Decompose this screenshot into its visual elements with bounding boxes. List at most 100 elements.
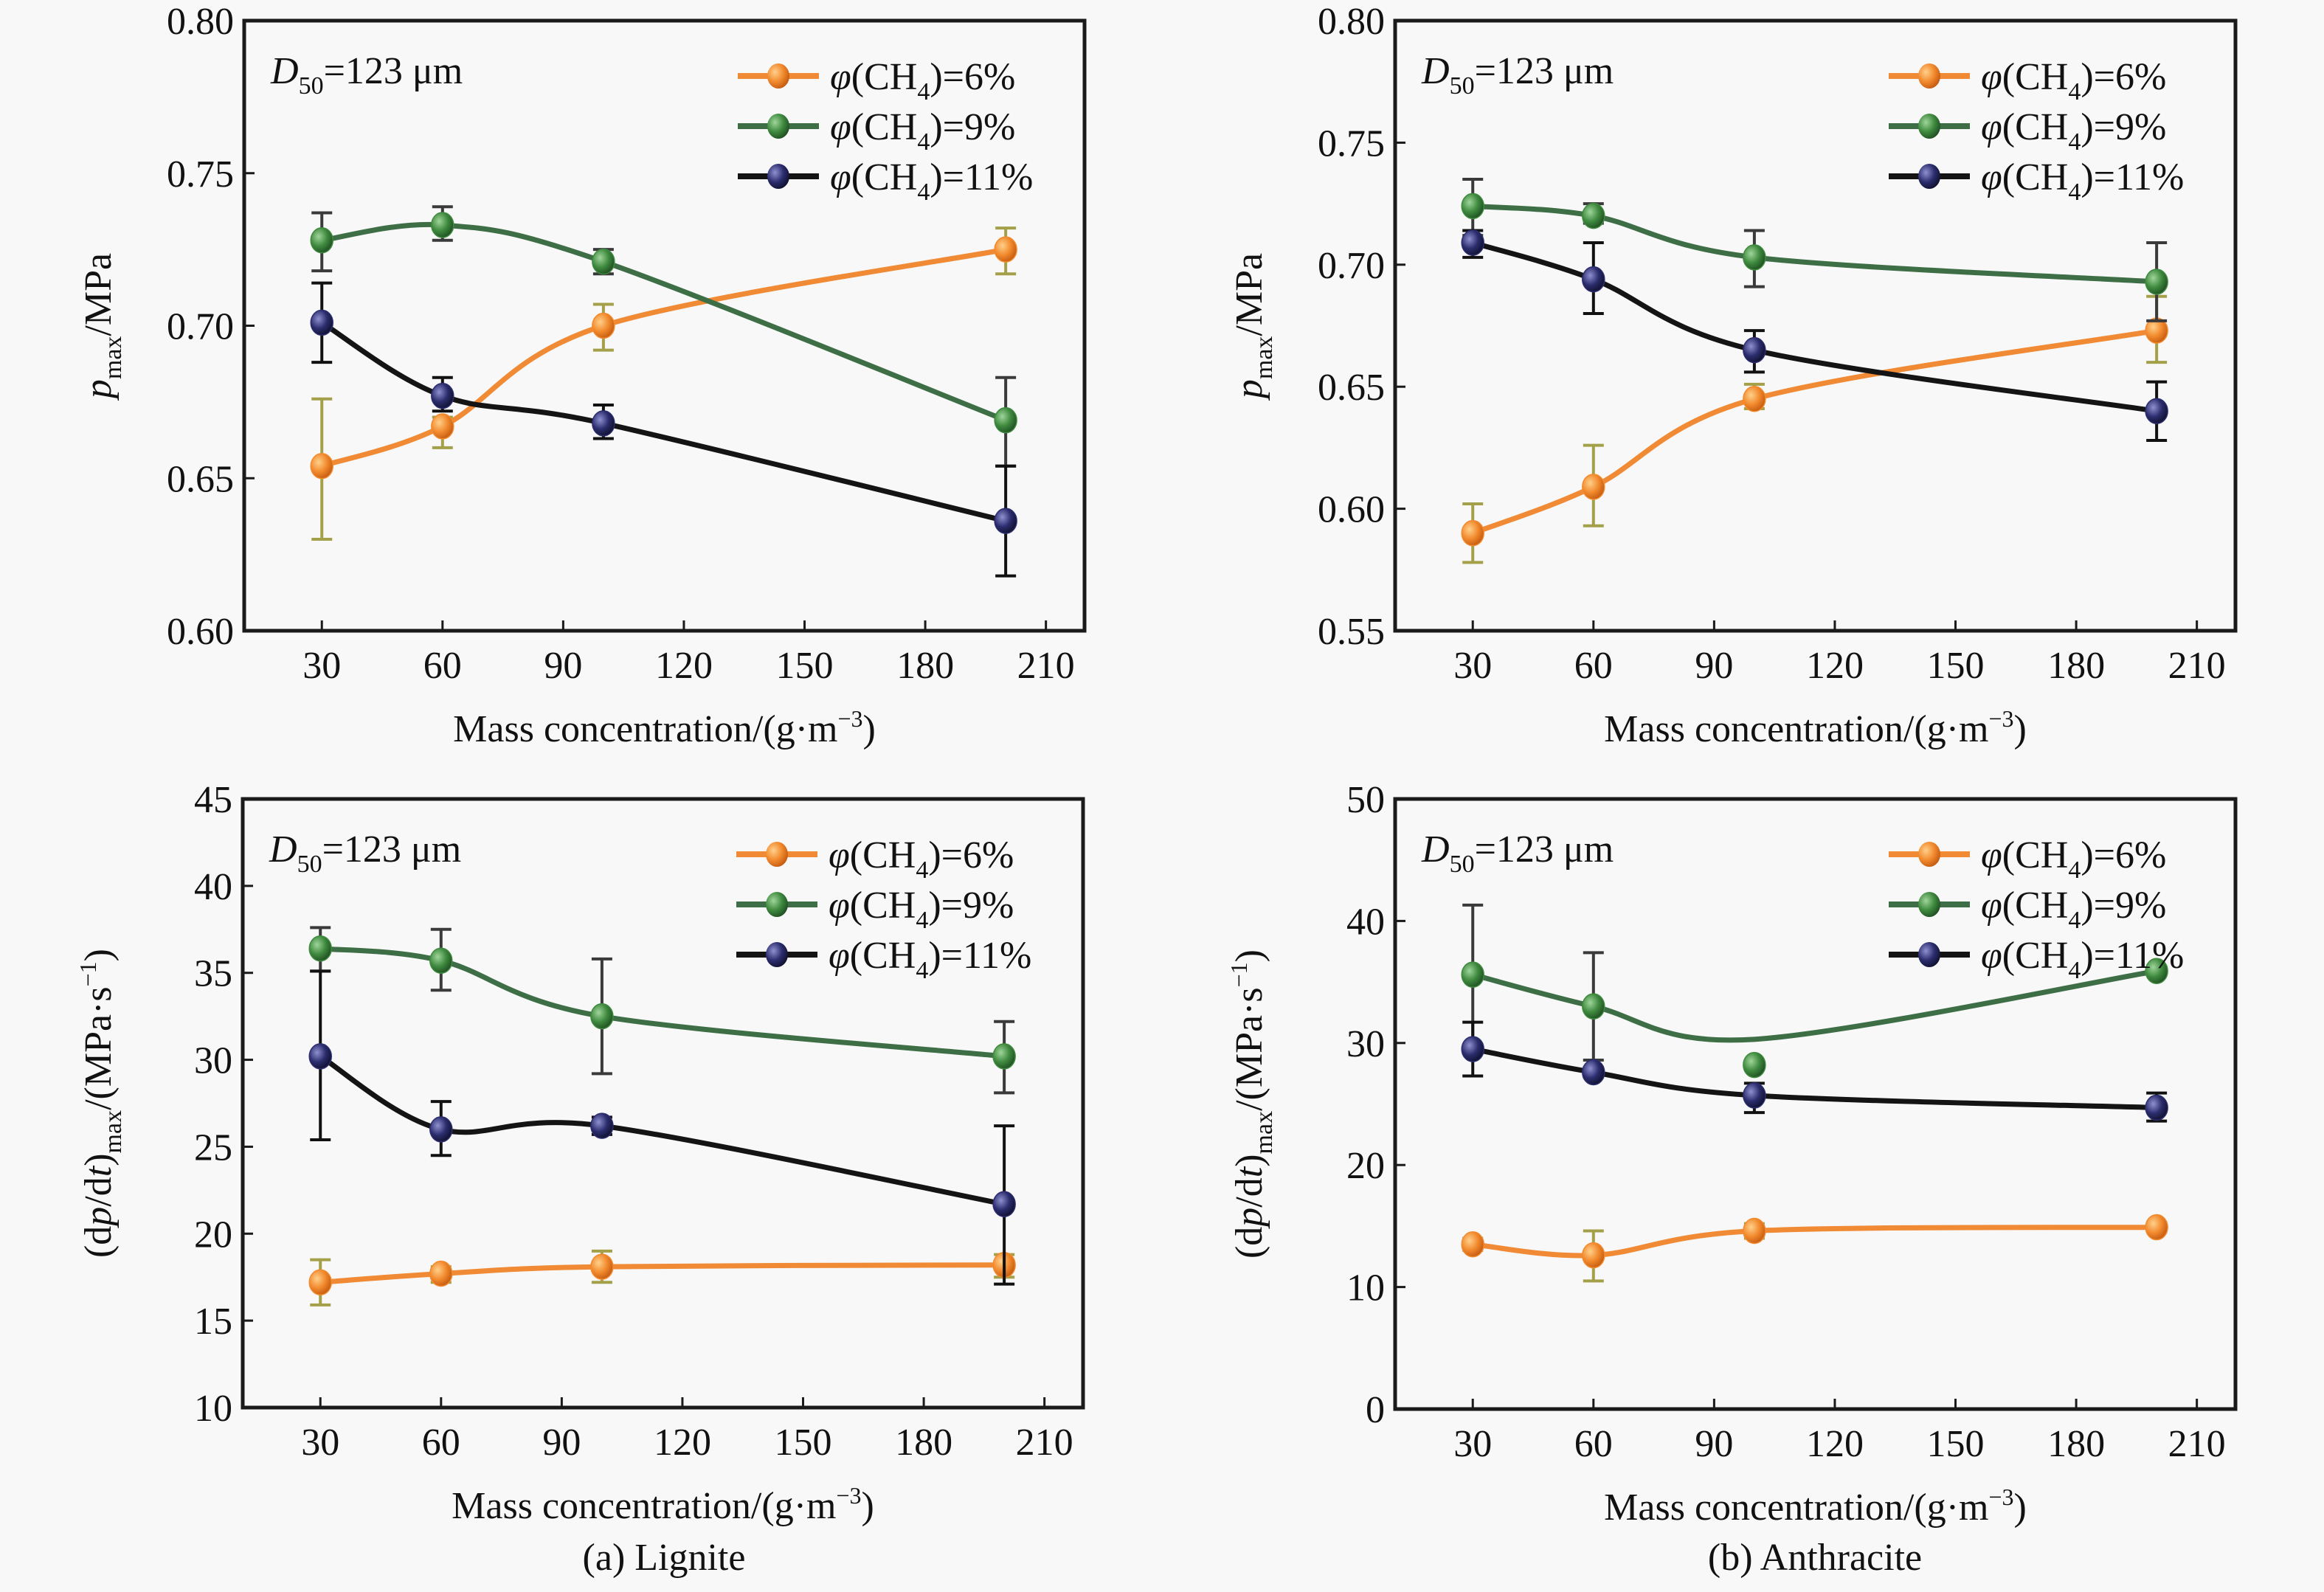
x-tick-label: 180	[895, 1422, 952, 1464]
legend-item-1: φ(CH4)=6%	[738, 56, 1015, 105]
data-point	[1743, 1082, 1766, 1109]
series-line	[1470, 1225, 2159, 1259]
y-tick-label: 40	[194, 866, 232, 908]
plot-frame	[1393, 797, 2238, 1411]
data-point	[592, 410, 615, 437]
x-tick-label: 60	[423, 645, 462, 687]
plot-frame	[241, 797, 1085, 1410]
data-point	[1582, 993, 1605, 1020]
x-tick-label: 30	[1453, 1423, 1492, 1465]
data-point	[1743, 1217, 1766, 1245]
series-line	[1470, 203, 2159, 285]
x-tick-label: 150	[776, 645, 834, 687]
data-point	[308, 1269, 332, 1296]
y-tick-label: 0.60	[167, 611, 234, 653]
series-line	[317, 946, 1007, 1059]
legend-item-2: φ(CH4)=9%	[1889, 885, 2166, 934]
series-3	[1461, 1020, 2168, 1123]
legend-marker	[1918, 892, 1940, 917]
d50-annotation: D50=123 μm	[270, 50, 463, 100]
y-tick-label: 0.60	[1318, 489, 1385, 531]
data-point	[590, 1112, 614, 1139]
data-point	[2145, 269, 2168, 295]
y-tick-label: 0.65	[1318, 367, 1385, 409]
data-point	[590, 1003, 614, 1030]
y-tick-label: 30	[194, 1040, 232, 1082]
data-point	[592, 312, 615, 339]
y-tick-label: 10	[1346, 1267, 1385, 1309]
data-point	[1461, 1231, 1484, 1258]
data-point	[308, 935, 332, 962]
series-line	[317, 1262, 1007, 1285]
x-tick-label: 120	[1806, 1423, 1864, 1465]
y-tick-label: 15	[194, 1301, 232, 1343]
legend-marker	[1918, 164, 1940, 189]
x-tick-label: 150	[1927, 645, 1985, 687]
y-tick-label: 0.65	[167, 458, 234, 500]
data-point	[994, 508, 1017, 534]
legend-marker	[766, 942, 788, 967]
data-point	[431, 212, 454, 238]
legend-label: φ(CH4)=11%	[830, 156, 1033, 206]
data-point	[1582, 1059, 1605, 1086]
data-point	[592, 248, 615, 275]
legend-marker	[767, 114, 789, 139]
legend-marker	[1918, 942, 1940, 967]
x-tick-label: 30	[301, 1422, 339, 1464]
x-tick-label: 180	[2047, 1423, 2105, 1465]
data-point	[1461, 229, 1484, 256]
x-tick-label: 90	[544, 645, 582, 687]
series-line	[319, 319, 1009, 524]
y-tick-label: 40	[1346, 901, 1385, 943]
y-tick-label: 50	[1346, 779, 1385, 821]
data-point	[1461, 519, 1484, 547]
series-line	[319, 221, 1009, 423]
legend-item-3: φ(CH4)=11%	[1889, 935, 2184, 984]
x-tick-label: 120	[1806, 645, 1864, 687]
data-point	[1461, 1036, 1484, 1062]
x-tick-label: 120	[655, 645, 713, 687]
y-tick-label: 45	[194, 779, 232, 821]
data-point	[431, 413, 454, 440]
plot-frame	[1393, 18, 2238, 633]
x-tick-label: 90	[1695, 1423, 1733, 1465]
data-point	[2145, 398, 2168, 425]
legend-label: φ(CH4)=9%	[829, 885, 1014, 934]
data-point	[992, 1043, 1016, 1070]
legend-marker	[767, 164, 789, 189]
legend-item-1: φ(CH4)=6%	[1889, 834, 2166, 884]
chart-panel-a-pmax: 0.60 0.65 0.70 0.75 0.80 30 60 90 120 150 180 210 Ma…	[77, 1, 1087, 750]
data-point	[310, 452, 333, 480]
plot-area	[244, 21, 1085, 631]
legend-label: φ(CH4)=6%	[1981, 834, 2166, 884]
caption-lignite: (a) Lignite	[583, 1537, 746, 1579]
series-line	[1470, 240, 2159, 414]
series-line	[319, 246, 1009, 469]
y-tick-label: 25	[194, 1126, 232, 1169]
x-axis-label: Mass concentration/(g·m−3)	[452, 1482, 874, 1527]
y-tick-label: 35	[194, 953, 232, 995]
legend-label: φ(CH4)=11%	[1981, 935, 2184, 984]
data-point	[1743, 385, 1766, 412]
x-axis-label: Mass concentration/(g·m−3)	[1604, 705, 2027, 750]
legend-label: φ(CH4)=6%	[829, 834, 1014, 884]
chart-panel-b-dpdt: 0 10 20 30 40 50 30 60 90 120 150 180 210 Mass concen…	[1225, 779, 2238, 1529]
series-3	[1461, 229, 2168, 442]
series-line	[317, 1053, 1007, 1207]
x-tick-label: 30	[1453, 645, 1492, 687]
y-axis-label: (dp/dt)max/(MPa·s−1)	[75, 949, 127, 1258]
x-tick-label: 120	[654, 1422, 711, 1464]
y-tick-label: 0.75	[167, 153, 234, 195]
y-tick-label: 0.80	[1318, 1, 1385, 43]
data-point	[431, 382, 454, 409]
x-tick-label: 180	[896, 645, 954, 687]
legend-label: φ(CH4)=6%	[1981, 56, 2166, 105]
data-point	[429, 1260, 453, 1287]
legend-item-2: φ(CH4)=9%	[736, 885, 1014, 934]
y-axis-label: pmax/MPa	[77, 253, 127, 401]
x-tick-label: 90	[1695, 645, 1733, 687]
legend: φ(CH4)=6%φ(CH4)=9%φ(CH4)=11%	[738, 56, 1033, 206]
legend-label: φ(CH4)=9%	[1981, 106, 2166, 156]
